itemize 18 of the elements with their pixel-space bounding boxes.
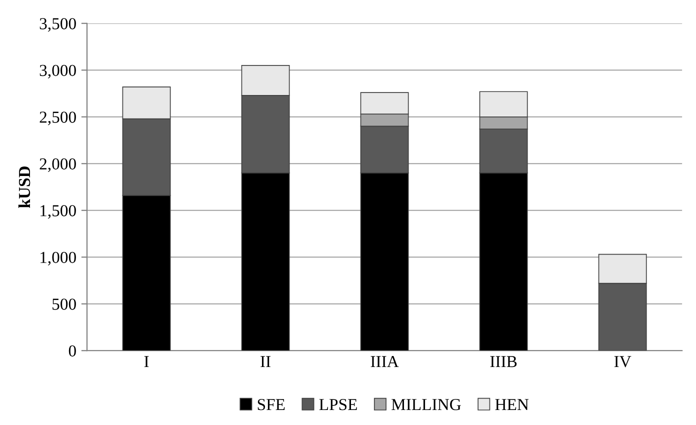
x-tick-label: IIIB — [490, 356, 517, 368]
y-tick-label: 500 — [52, 298, 76, 310]
y-tick-label: 2,500 — [40, 112, 76, 126]
x-tick-label: I — [144, 356, 149, 368]
y-tick-label: 1,000 — [40, 252, 76, 266]
legend-label: LPSE — [319, 398, 357, 410]
legend-label: HEN — [495, 399, 529, 410]
y-tick-label: 3,500 — [40, 18, 76, 32]
y-axis-title: kUSD — [18, 166, 30, 208]
legend-label: SFE — [258, 398, 285, 410]
y-tick-label: 2,000 — [40, 158, 76, 172]
x-tick-label: II — [260, 356, 270, 368]
x-tick-label: IV — [614, 356, 632, 368]
legend-label: MILLING — [392, 398, 461, 410]
y-tick-label: 3,000 — [40, 64, 76, 78]
x-tick-label: IIIA — [370, 356, 399, 368]
y-tick-label: 1,500 — [40, 205, 76, 219]
y-tick-label: 0 — [68, 345, 76, 357]
